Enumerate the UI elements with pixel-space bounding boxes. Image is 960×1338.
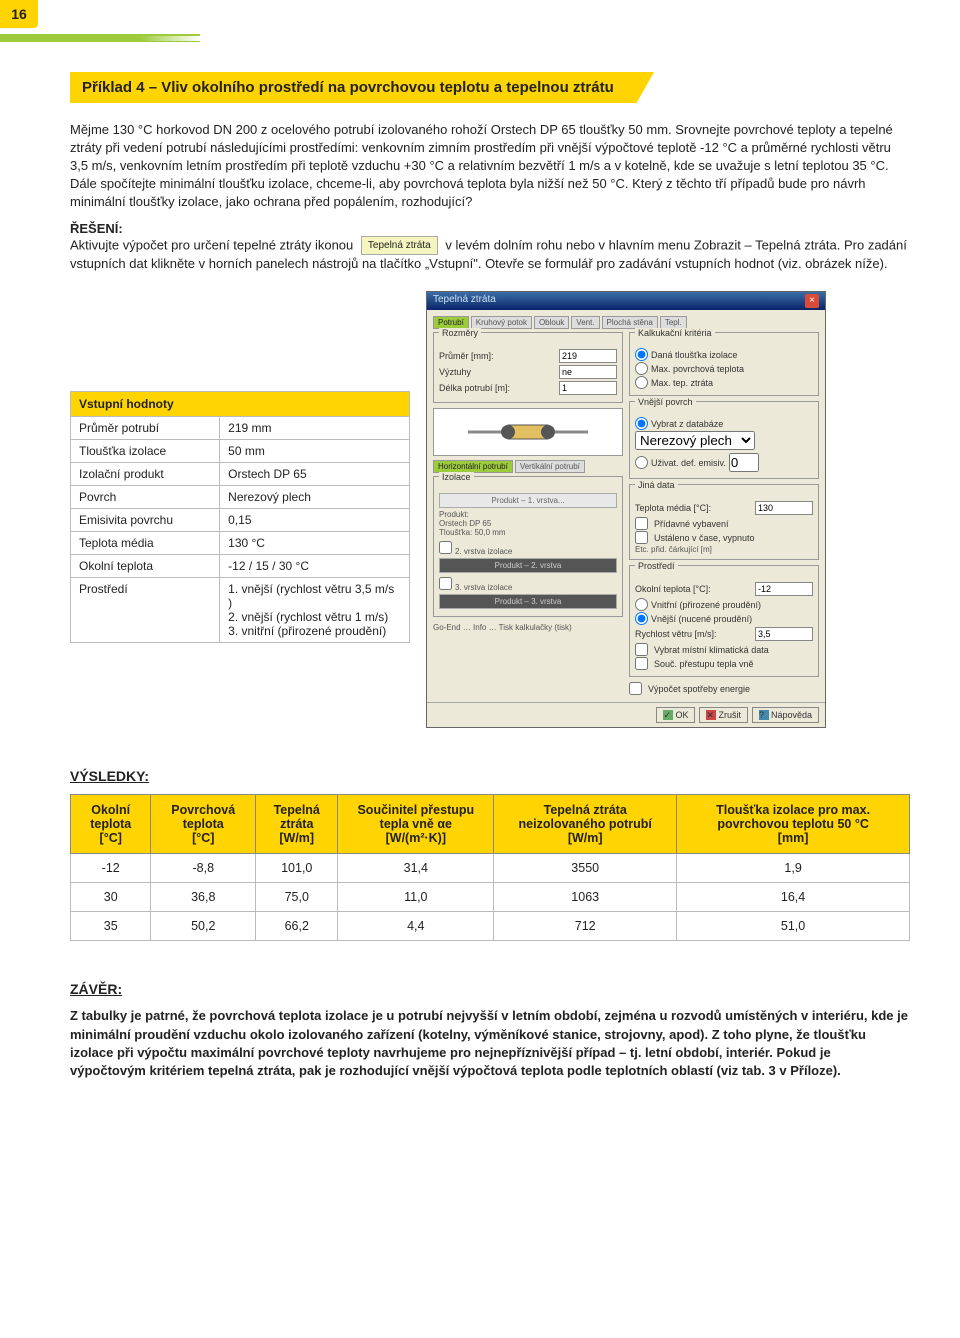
spotreba-check[interactable] <box>629 682 642 695</box>
vyztuhy-label: Výztuhy <box>439 367 555 377</box>
table-row: Okolní teplota-12 / 15 / 30 °C <box>71 555 410 578</box>
dialog-main-tabs: PotrubíKruhový potokObloukVent.Plochá st… <box>433 316 819 329</box>
results-col-header: Tepelná ztráta neizolovaného potrubí [W/… <box>494 795 677 854</box>
etc-label: Etc. přid. čárkující [m] <box>635 545 813 554</box>
table-row: Prostředí1. vnější (rychlost větru 3,5 m… <box>71 578 410 643</box>
pipe-icon <box>468 417 588 447</box>
povrch-db-radio[interactable] <box>635 417 648 430</box>
pridavne-check[interactable] <box>635 517 648 530</box>
results-heading: VÝSLEDKY: <box>70 768 910 784</box>
table-row: Průměr potrubí219 mm <box>71 417 410 440</box>
table-row: 3036,875,011,0106316,4 <box>71 883 910 912</box>
table-row: Emisivita povrchu0,15 <box>71 509 410 532</box>
help-button[interactable]: ?Nápověda <box>752 707 819 723</box>
dialog-footer: ✓OK ✕Zrušit ?Nápověda <box>427 702 825 727</box>
layer1-info: Produkt: Orstech DP 65 Tloušťka: 50,0 mm <box>439 510 617 537</box>
povrch-user-radio[interactable] <box>635 456 648 469</box>
table-row: 3550,266,24,471251,0 <box>71 912 910 941</box>
group-rozmery: Rozměry Průměr [mm]: Výztuhy Délka potru… <box>433 332 623 403</box>
table-row: -12-8,8101,031,435501,9 <box>71 854 910 883</box>
tab-vertical[interactable]: Vertikální potrubí <box>515 460 585 473</box>
close-icon[interactable]: × <box>805 294 819 308</box>
delka-input[interactable] <box>559 381 617 395</box>
spotreba-label: Výpočet spotřeby energie <box>648 684 750 694</box>
ambient-temp-label: Okolní teplota [°C]: <box>635 584 751 594</box>
group-kriteria-title: Kalkukační kritéria <box>635 328 715 338</box>
dialog-titlebar: Tepelná ztráta × <box>427 292 825 310</box>
prumer-input[interactable] <box>559 349 617 363</box>
ustaleno-check[interactable] <box>635 531 648 544</box>
layer2-check[interactable] <box>439 541 452 554</box>
solution-text: Aktivujte výpočet pro určení tepelné ztr… <box>70 236 910 274</box>
povrch-select[interactable]: Nerezový plech <box>635 431 755 450</box>
table-row: Izolační produktOrstech DP 65 <box>71 463 410 486</box>
conclusion-text: Z tabulky je patrné, že povrchová teplot… <box>70 1007 910 1080</box>
kriteria-opt3[interactable] <box>635 376 648 389</box>
solution-heading: ŘEŠENÍ: <box>70 221 910 236</box>
input-table-header: Vstupní hodnoty <box>71 392 410 417</box>
delka-label: Délka potrubí [m]: <box>439 383 555 393</box>
prumer-label: Průměr [mm]: <box>439 351 555 361</box>
emisiv-input[interactable] <box>729 453 759 472</box>
kriteria-opt1[interactable] <box>635 348 648 361</box>
solution-text-before: Aktivujte výpočet pro určení tepelné ztr… <box>70 237 353 252</box>
group-povrch-title: Vnější povrch <box>635 397 696 407</box>
results-col-header: Okolní teplota [°C] <box>71 795 151 854</box>
results-col-header: Tloušťka izolace pro max. povrchovou tep… <box>677 795 910 854</box>
layer3-title: 3. vrstva izolace <box>439 577 617 592</box>
souc-check[interactable] <box>635 657 648 670</box>
dialog-title-text: Tepelná ztráta <box>433 294 496 308</box>
layer2-title: 2. vrstva izolace <box>439 541 617 556</box>
thermal-loss-icon: Tepelná ztráta <box>361 236 438 256</box>
vyztuhy-input[interactable] <box>559 365 617 379</box>
media-temp-input[interactable] <box>755 501 813 515</box>
env-indoor-radio[interactable] <box>635 598 648 611</box>
ambient-temp-input[interactable] <box>755 582 813 596</box>
page-number: 16 <box>0 0 38 28</box>
group-prostredi-title: Prostředí <box>635 561 678 571</box>
group-prostredi: Prostředí Okolní teplota [°C]: Vnitřní (… <box>629 565 819 677</box>
wind-label: Rychlost větru [m/s]: <box>635 629 751 639</box>
group-izolace: Izolace Produkt – 1. vrstva... Produkt: … <box>433 476 623 617</box>
thermal-dialog: Tepelná ztráta × PotrubíKruhový potokObl… <box>426 291 826 728</box>
results-table: Okolní teplota [°C]Povrchová teplota [°C… <box>70 794 910 941</box>
dialog-footer-info: Go-End … Info … Tisk kalkulačky (tisk) <box>433 623 623 632</box>
example-title: Příklad 4 – Vliv okolního prostředí na p… <box>70 72 636 103</box>
group-kriteria: Kalkukační kritéria Daná tloušťka izolac… <box>629 332 819 396</box>
results-col-header: Povrchová teplota [°C] <box>151 795 256 854</box>
table-row: PovrchNerezový plech <box>71 486 410 509</box>
pipe-preview <box>433 408 623 456</box>
header-decor <box>0 34 200 42</box>
layer1-button[interactable]: Produkt – 1. vrstva... <box>439 493 617 508</box>
group-povrch: Vnější povrch Vybrat z databáze Nerezový… <box>629 401 819 479</box>
group-jina: Jiná data Teplota média [°C]: Přídavné v… <box>629 484 819 560</box>
kriteria-opt2[interactable] <box>635 362 648 375</box>
layer2-button[interactable]: Produkt – 2. vrstva <box>439 558 617 573</box>
results-col-header: Součinitel přestupu tepla vně αe [W/(m²·… <box>338 795 494 854</box>
env-outdoor-radio[interactable] <box>635 612 648 625</box>
table-row: Tloušťka izolace50 mm <box>71 440 410 463</box>
group-izolace-title: Izolace <box>439 472 474 482</box>
group-rozmery-title: Rozměry <box>439 328 481 338</box>
problem-text: Mějme 130 °C horkovod DN 200 z ocelového… <box>70 121 910 211</box>
conclusion-heading: ZÁVĚR: <box>70 981 910 997</box>
layer3-button[interactable]: Produkt – 3. vrstva <box>439 594 617 609</box>
group-jina-title: Jiná data <box>635 480 678 490</box>
wind-input[interactable] <box>755 627 813 641</box>
dialog-tab[interactable]: Oblouk <box>534 316 569 329</box>
dialog-tab[interactable]: Vent. <box>571 316 599 329</box>
media-temp-label: Teplota média [°C]: <box>635 503 751 513</box>
klim-check[interactable] <box>635 643 648 656</box>
cancel-button[interactable]: ✕Zrušit <box>699 707 748 723</box>
table-row: Teplota média130 °C <box>71 532 410 555</box>
layer3-check[interactable] <box>439 577 452 590</box>
ok-button[interactable]: ✓OK <box>656 707 695 723</box>
results-col-header: Tepelná ztráta [W/m] <box>256 795 338 854</box>
input-values-table: Vstupní hodnoty Průměr potrubí219 mmTlou… <box>70 391 410 643</box>
